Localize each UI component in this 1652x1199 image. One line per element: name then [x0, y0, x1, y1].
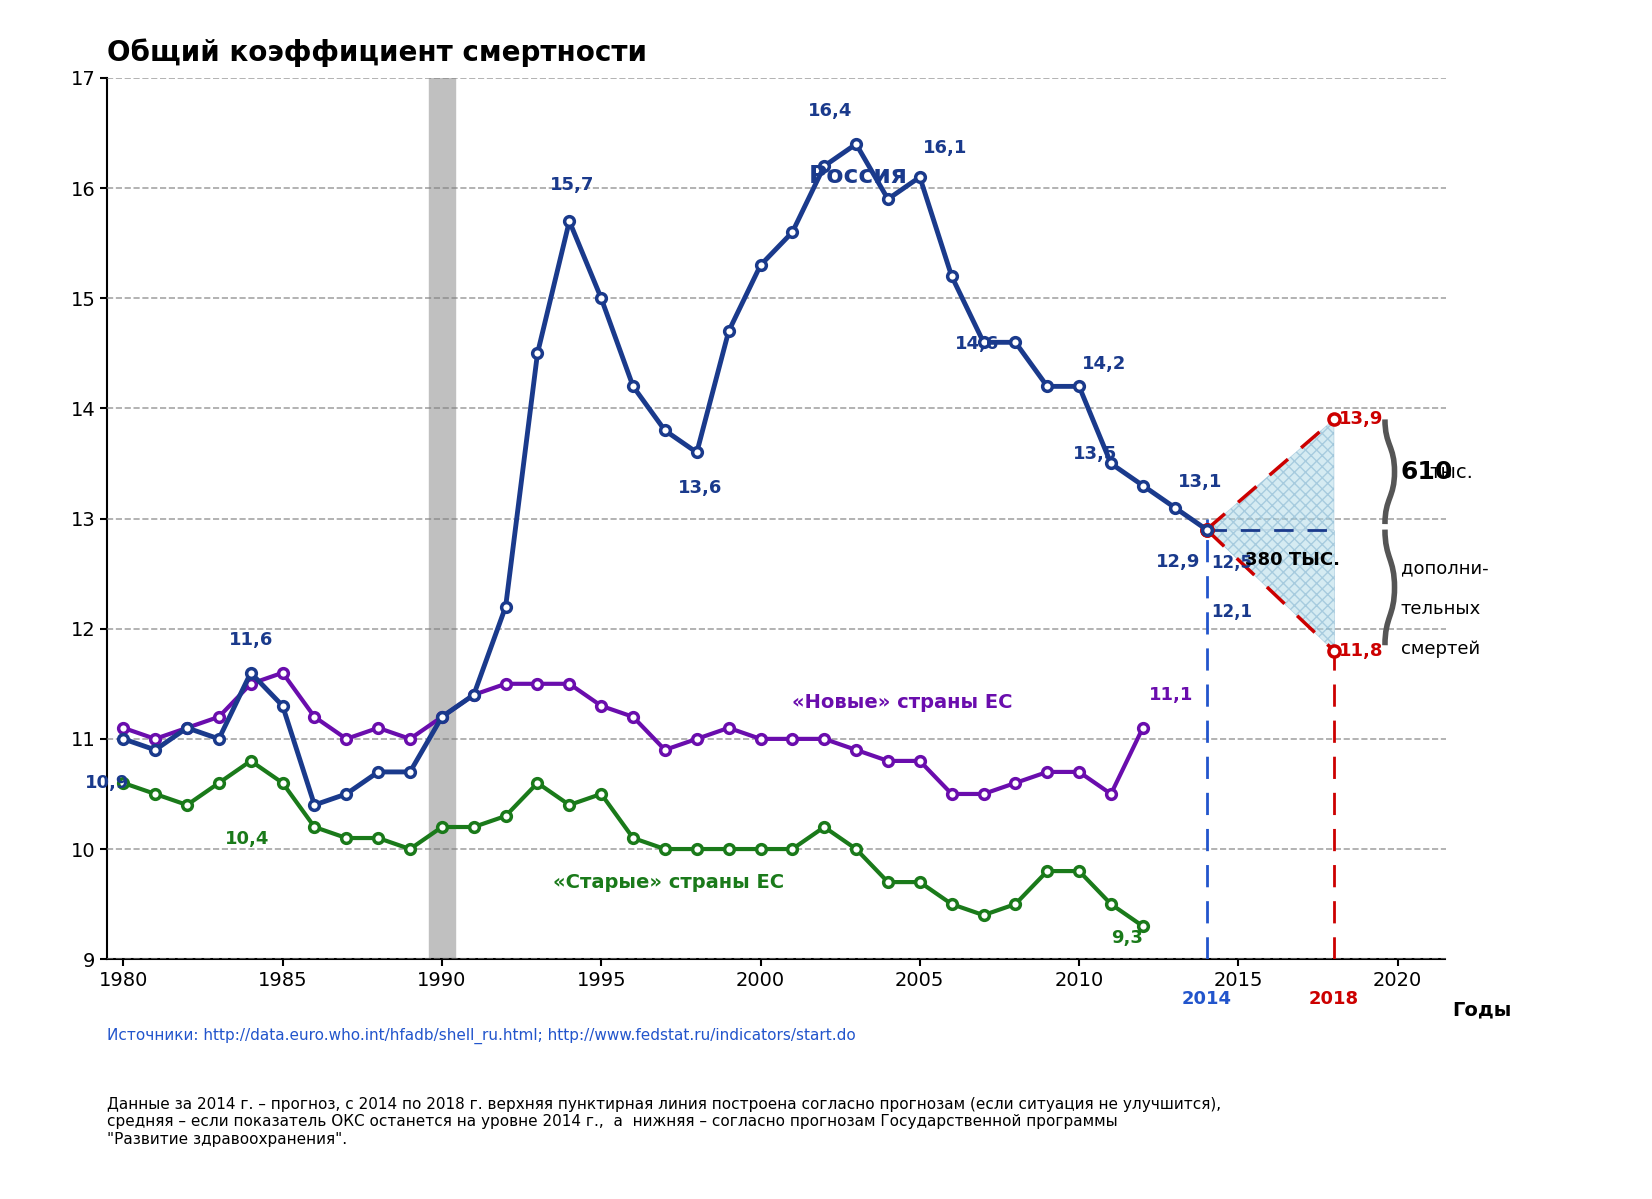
Bar	[430, 78, 454, 959]
Text: 13,6: 13,6	[677, 478, 722, 496]
Text: 12,9: 12,9	[1156, 554, 1199, 572]
Text: смертей: смертей	[1401, 639, 1480, 657]
Text: 14,2: 14,2	[1082, 355, 1127, 373]
Text: тельных: тельных	[1401, 600, 1482, 617]
Text: 2018: 2018	[1308, 990, 1360, 1008]
Text: 11,1: 11,1	[1150, 686, 1194, 704]
Text: «Новые» страны ЕС: «Новые» страны ЕС	[793, 693, 1013, 712]
Polygon shape	[1206, 420, 1333, 530]
Text: 13,9: 13,9	[1338, 410, 1383, 428]
Text: 16,1: 16,1	[923, 139, 968, 157]
Text: 2014: 2014	[1181, 990, 1231, 1008]
Text: тыс.: тыс.	[1429, 463, 1474, 482]
Text: Источники: http://data.euro.who.int/hfadb/shell_ru.html; http://www.fedstat.ru/i: Источники: http://data.euro.who.int/hfad…	[107, 1028, 856, 1044]
Text: 10,4: 10,4	[225, 830, 269, 848]
Text: Годы: Годы	[1452, 1001, 1512, 1020]
Text: 380 ТЫС.: 380 ТЫС.	[1244, 552, 1340, 570]
Text: «Старые» страны ЕС: «Старые» страны ЕС	[553, 873, 785, 892]
Text: 13,5: 13,5	[1072, 446, 1117, 464]
Text: 12,5: 12,5	[1211, 554, 1252, 572]
Text: дополни-: дополни-	[1401, 559, 1488, 577]
Text: Россия: Россия	[808, 163, 907, 187]
Polygon shape	[1206, 530, 1333, 651]
Text: 10,9: 10,9	[86, 773, 129, 791]
Text: 15,7: 15,7	[550, 175, 595, 193]
Text: 13,1: 13,1	[1178, 474, 1222, 492]
Text: 11,6: 11,6	[228, 631, 273, 649]
Text: 14,6: 14,6	[955, 336, 999, 354]
Text: Общий коэффициент смертности: Общий коэффициент смертности	[107, 38, 648, 67]
Text: 9,3: 9,3	[1110, 929, 1143, 947]
Text: 610: 610	[1401, 460, 1454, 484]
Text: 12,1: 12,1	[1211, 603, 1252, 621]
Text: 16,4: 16,4	[808, 102, 852, 120]
Text: 11,8: 11,8	[1338, 641, 1383, 659]
Text: Данные за 2014 г. – прогноз, с 2014 по 2018 г. верхняя пунктирная линия построен: Данные за 2014 г. – прогноз, с 2014 по 2…	[107, 1097, 1221, 1147]
